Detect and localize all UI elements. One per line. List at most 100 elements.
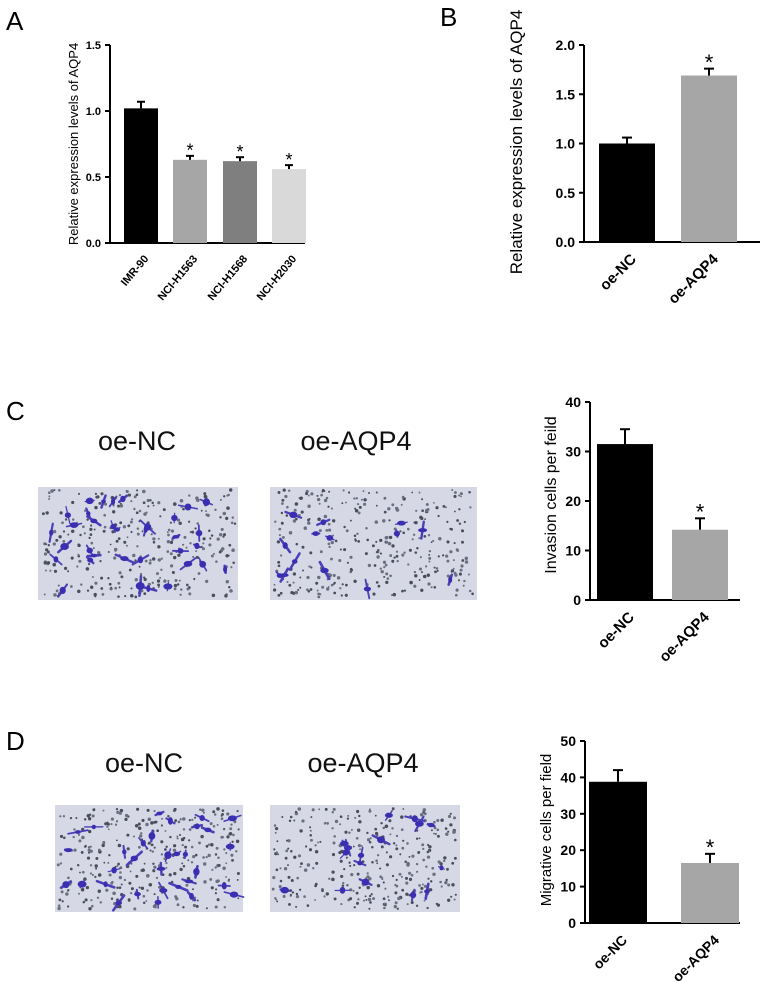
membrane-pore: [440, 818, 444, 822]
membrane-pore: [103, 525, 107, 529]
membrane-pore: [285, 839, 289, 842]
chart-c-y-tick-label: 0: [573, 592, 581, 608]
membrane-pore: [214, 853, 218, 856]
membrane-pore: [143, 862, 146, 865]
membrane-pore: [287, 875, 291, 879]
membrane-pore: [93, 528, 96, 531]
stained-cell-body: [148, 832, 156, 840]
membrane-pore: [126, 847, 130, 851]
stained-cell-body: [358, 852, 365, 858]
membrane-pore: [143, 576, 146, 579]
membrane-pore: [355, 836, 359, 840]
stained-cell-body: [342, 849, 350, 856]
membrane-pore: [418, 884, 421, 887]
membrane-pore: [323, 514, 328, 519]
membrane-pore: [229, 827, 233, 831]
membrane-pore: [369, 837, 372, 840]
membrane-pore: [138, 886, 141, 889]
stained-cell-body: [320, 567, 329, 574]
membrane-pore: [192, 555, 195, 558]
membrane-pore: [56, 863, 60, 867]
membrane-pore: [391, 807, 395, 811]
membrane-pore: [339, 587, 342, 590]
membrane-pore: [89, 533, 93, 536]
membrane-pore: [139, 572, 143, 576]
membrane-pore: [468, 491, 471, 494]
membrane-pore: [130, 518, 134, 521]
membrane-pore: [391, 874, 395, 878]
membrane-pore: [328, 545, 331, 549]
membrane-pore: [408, 877, 413, 882]
chart-a-significance-star-3: *: [285, 150, 292, 170]
membrane-pore: [413, 570, 417, 574]
membrane-pore: [170, 529, 175, 533]
membrane-pore: [125, 489, 129, 494]
membrane-pore: [220, 547, 225, 551]
membrane-pore: [232, 833, 235, 837]
membrane-pore: [118, 875, 123, 880]
membrane-pore: [420, 588, 424, 592]
membrane-pore: [333, 835, 336, 838]
membrane-pore: [150, 821, 154, 825]
membrane-pore: [345, 501, 347, 504]
membrane-pore: [231, 548, 235, 552]
membrane-pore: [406, 903, 409, 906]
stained-cell-body: [122, 849, 127, 855]
membrane-pore: [354, 816, 357, 819]
membrane-pore: [317, 841, 319, 844]
membrane-pore: [395, 550, 399, 553]
membrane-pore: [293, 508, 297, 512]
membrane-pore: [331, 534, 335, 537]
membrane-pore: [453, 816, 456, 820]
membrane-pore: [196, 899, 199, 902]
membrane-pore: [348, 831, 351, 834]
membrane-pore: [380, 845, 384, 849]
membrane-pore: [343, 867, 346, 871]
membrane-pore: [182, 836, 186, 840]
stained-cell-body: [64, 512, 71, 518]
membrane-pore: [452, 830, 456, 834]
membrane-pore: [288, 583, 292, 587]
membrane-pore: [376, 884, 381, 888]
membrane-pore: [330, 507, 333, 510]
membrane-pore: [48, 498, 51, 500]
membrane-pore: [400, 875, 403, 878]
membrane-pore: [306, 575, 310, 580]
membrane-pore: [292, 581, 295, 584]
membrane-pore: [308, 848, 313, 852]
membrane-pore: [362, 490, 365, 493]
membrane-pore: [286, 580, 289, 584]
membrane-pore: [418, 537, 421, 540]
membrane-pore: [319, 840, 322, 843]
stained-cell-body: [159, 888, 168, 893]
membrane-pore: [75, 816, 78, 820]
stained-cell-body: [53, 556, 59, 563]
membrane-pore: [292, 519, 297, 523]
membrane-pore: [352, 889, 355, 892]
membrane-pore: [225, 593, 228, 596]
membrane-pore: [419, 812, 424, 817]
membrane-pore: [110, 897, 114, 900]
membrane-pore: [52, 562, 56, 567]
panel-letter-b: B: [440, 2, 457, 32]
membrane-pore: [430, 586, 433, 589]
membrane-pore: [278, 527, 282, 531]
membrane-pore: [421, 509, 424, 513]
stained-cell-body: [276, 573, 283, 578]
membrane-pore: [429, 880, 433, 883]
membrane-pore: [209, 877, 213, 881]
membrane-pore: [214, 905, 218, 909]
membrane-pore: [367, 897, 372, 902]
membrane-pore: [458, 572, 462, 576]
chart-a-category-label-0: IMR-90: [119, 253, 151, 288]
membrane-pore: [368, 894, 372, 898]
membrane-pore: [220, 814, 223, 817]
membrane-pore: [372, 592, 376, 596]
membrane-pore: [201, 808, 205, 812]
membrane-pore: [77, 553, 80, 556]
membrane-pore: [222, 535, 225, 538]
membrane-pore: [342, 489, 345, 492]
membrane-pore: [454, 838, 457, 842]
membrane-pore: [237, 897, 240, 900]
membrane-pore: [166, 550, 170, 553]
